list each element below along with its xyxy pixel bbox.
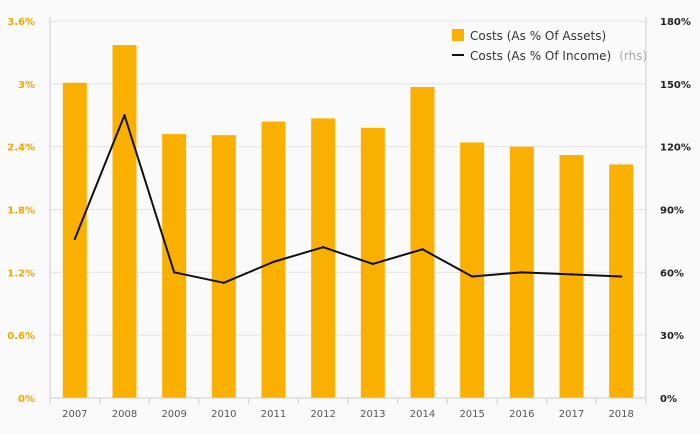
left-tick-label: 2.4% <box>7 143 35 154</box>
x-tick-label: 2007 <box>62 409 87 420</box>
bar <box>112 45 137 398</box>
bar-series <box>62 45 634 399</box>
line-point <box>421 248 424 251</box>
bar <box>460 142 485 398</box>
x-tick-label: 2016 <box>509 409 534 420</box>
right-tick-label: 0% <box>660 394 677 405</box>
right-tick-label: 90% <box>660 206 684 217</box>
bar <box>162 134 187 398</box>
line-point <box>470 275 474 278</box>
axes <box>49 17 647 404</box>
bar <box>609 164 634 398</box>
x-tick-label: 2010 <box>211 409 236 420</box>
left-tick-label: 3.6% <box>7 17 35 28</box>
bar <box>62 82 87 399</box>
x-tick-label: 2009 <box>161 409 186 420</box>
bar <box>211 135 236 398</box>
line-point <box>570 273 573 276</box>
legend-label-line: Costs (As % Of Income) (rhs) <box>470 47 647 64</box>
left-tick-label: 1.2% <box>7 268 35 279</box>
line-path <box>73 114 622 284</box>
line-point <box>520 271 524 274</box>
legend-rhs-note: (rhs) <box>619 49 647 63</box>
left-tick-label: 3% <box>18 80 35 91</box>
legend-swatch-bar <box>452 29 464 41</box>
x-tick-label: 2008 <box>112 409 137 420</box>
left-axis-ticks: 0% 0.6% 1.2% 1.8% 2.4% 3% 3.6% <box>7 17 35 405</box>
x-tick-label: 2018 <box>608 409 633 420</box>
x-tick-label: 2011 <box>261 409 286 420</box>
gridlines <box>50 20 646 336</box>
x-tick-label: 2017 <box>559 409 584 420</box>
left-tick-label: 0% <box>18 394 35 405</box>
right-tick-label: 150% <box>660 80 691 91</box>
line-point <box>123 114 126 117</box>
left-tick-label: 0.6% <box>7 331 35 342</box>
right-tick-label: 120% <box>660 143 691 154</box>
x-tick-label: 2012 <box>310 409 335 420</box>
bar <box>410 86 435 398</box>
line-point <box>321 246 325 249</box>
x-axis-ticks: 2007 2008 2009 2010 2011 2012 2013 2014 2015 2016… <box>62 409 634 420</box>
legend: Costs (As % Of Assets) Costs (As % Of In… <box>452 29 647 64</box>
bar <box>559 155 584 398</box>
legend-label-line-text: Costs (As % Of Income) <box>470 49 611 63</box>
bar <box>311 118 336 399</box>
right-axis-ticks: 0% 30% 60% 90% 120% 150% 180% <box>660 17 691 405</box>
line-series <box>73 114 623 285</box>
line-point <box>619 275 623 278</box>
left-tick-label: 1.8% <box>7 206 35 217</box>
right-tick-label: 180% <box>660 17 691 28</box>
line-point <box>222 281 226 285</box>
line-point <box>172 271 176 274</box>
line-point <box>272 260 275 264</box>
line-point <box>371 262 375 266</box>
x-tick-label: 2013 <box>360 409 385 420</box>
line-point <box>73 237 77 241</box>
right-tick-label: 60% <box>660 268 684 279</box>
x-tick-label: 2015 <box>459 409 484 420</box>
x-tick-label: 2014 <box>410 409 435 420</box>
legend-label-bar: Costs (As % Of Assets) <box>470 29 606 43</box>
right-tick-label: 30% <box>660 331 684 342</box>
